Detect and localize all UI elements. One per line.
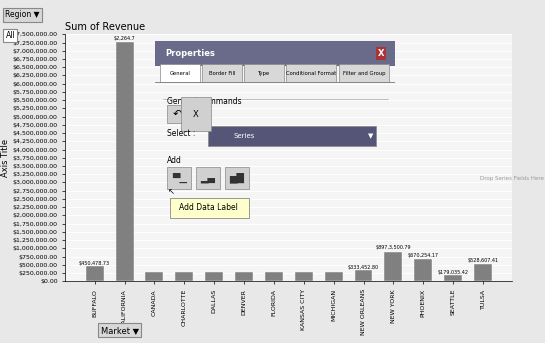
Bar xyxy=(384,252,402,281)
Text: ↖: ↖ xyxy=(167,187,174,196)
Text: ▼: ▼ xyxy=(368,133,374,139)
Text: Sum of Revenue: Sum of Revenue xyxy=(65,22,146,32)
Bar xyxy=(235,272,253,281)
Bar xyxy=(146,272,164,281)
Bar xyxy=(295,272,313,281)
Text: $897,3,500.79: $897,3,500.79 xyxy=(376,245,411,250)
Text: Border Fill: Border Fill xyxy=(209,71,235,75)
FancyBboxPatch shape xyxy=(208,126,376,146)
FancyBboxPatch shape xyxy=(196,167,220,189)
Text: Region ▼: Region ▼ xyxy=(5,10,40,19)
FancyBboxPatch shape xyxy=(160,64,199,82)
Text: Add: Add xyxy=(167,156,182,165)
Text: All: All xyxy=(5,31,15,40)
Text: General commands: General commands xyxy=(167,97,242,106)
Text: ▀▁: ▀▁ xyxy=(172,173,187,183)
FancyBboxPatch shape xyxy=(225,167,249,189)
FancyBboxPatch shape xyxy=(286,64,336,82)
Text: $179,035.42: $179,035.42 xyxy=(438,270,469,275)
FancyBboxPatch shape xyxy=(169,198,249,218)
Bar xyxy=(86,267,104,281)
Text: Properties: Properties xyxy=(165,49,215,58)
FancyBboxPatch shape xyxy=(155,41,395,66)
Text: Market ▼: Market ▼ xyxy=(101,326,139,335)
Bar xyxy=(355,270,372,281)
Text: Add Data Label: Add Data Label xyxy=(179,203,238,212)
Text: X: X xyxy=(193,110,199,119)
Bar xyxy=(205,272,223,281)
Text: $528,607.41: $528,607.41 xyxy=(468,258,499,262)
Text: ▂▄: ▂▄ xyxy=(201,173,216,183)
Text: ↶: ↶ xyxy=(172,109,181,119)
Text: Conditional Format: Conditional Format xyxy=(286,71,336,75)
Text: Series: Series xyxy=(233,133,255,139)
Bar xyxy=(175,272,193,281)
FancyBboxPatch shape xyxy=(167,105,186,123)
Text: Type: Type xyxy=(258,71,270,75)
FancyBboxPatch shape xyxy=(202,64,241,82)
Text: Drop Series Fields Here: Drop Series Fields Here xyxy=(480,176,543,181)
Text: $2,264.7: $2,264.7 xyxy=(114,36,135,41)
Text: $450,478.73: $450,478.73 xyxy=(79,261,110,266)
Bar xyxy=(325,272,343,281)
FancyBboxPatch shape xyxy=(244,64,283,82)
Y-axis label: Axis Title: Axis Title xyxy=(1,139,10,177)
Text: $670,254.17: $670,254.17 xyxy=(408,253,439,258)
Text: Select :: Select : xyxy=(167,129,196,138)
Text: Filter and Group: Filter and Group xyxy=(343,71,385,75)
Text: ▆█: ▆█ xyxy=(229,173,244,184)
FancyBboxPatch shape xyxy=(167,167,191,189)
Text: General: General xyxy=(169,71,190,75)
Bar xyxy=(116,42,134,281)
Bar xyxy=(265,272,283,281)
Text: $333,452.80: $333,452.80 xyxy=(348,264,379,270)
Bar xyxy=(414,259,432,281)
Bar xyxy=(444,275,462,281)
Bar xyxy=(474,264,492,281)
FancyBboxPatch shape xyxy=(339,64,389,82)
Text: X: X xyxy=(378,49,384,58)
